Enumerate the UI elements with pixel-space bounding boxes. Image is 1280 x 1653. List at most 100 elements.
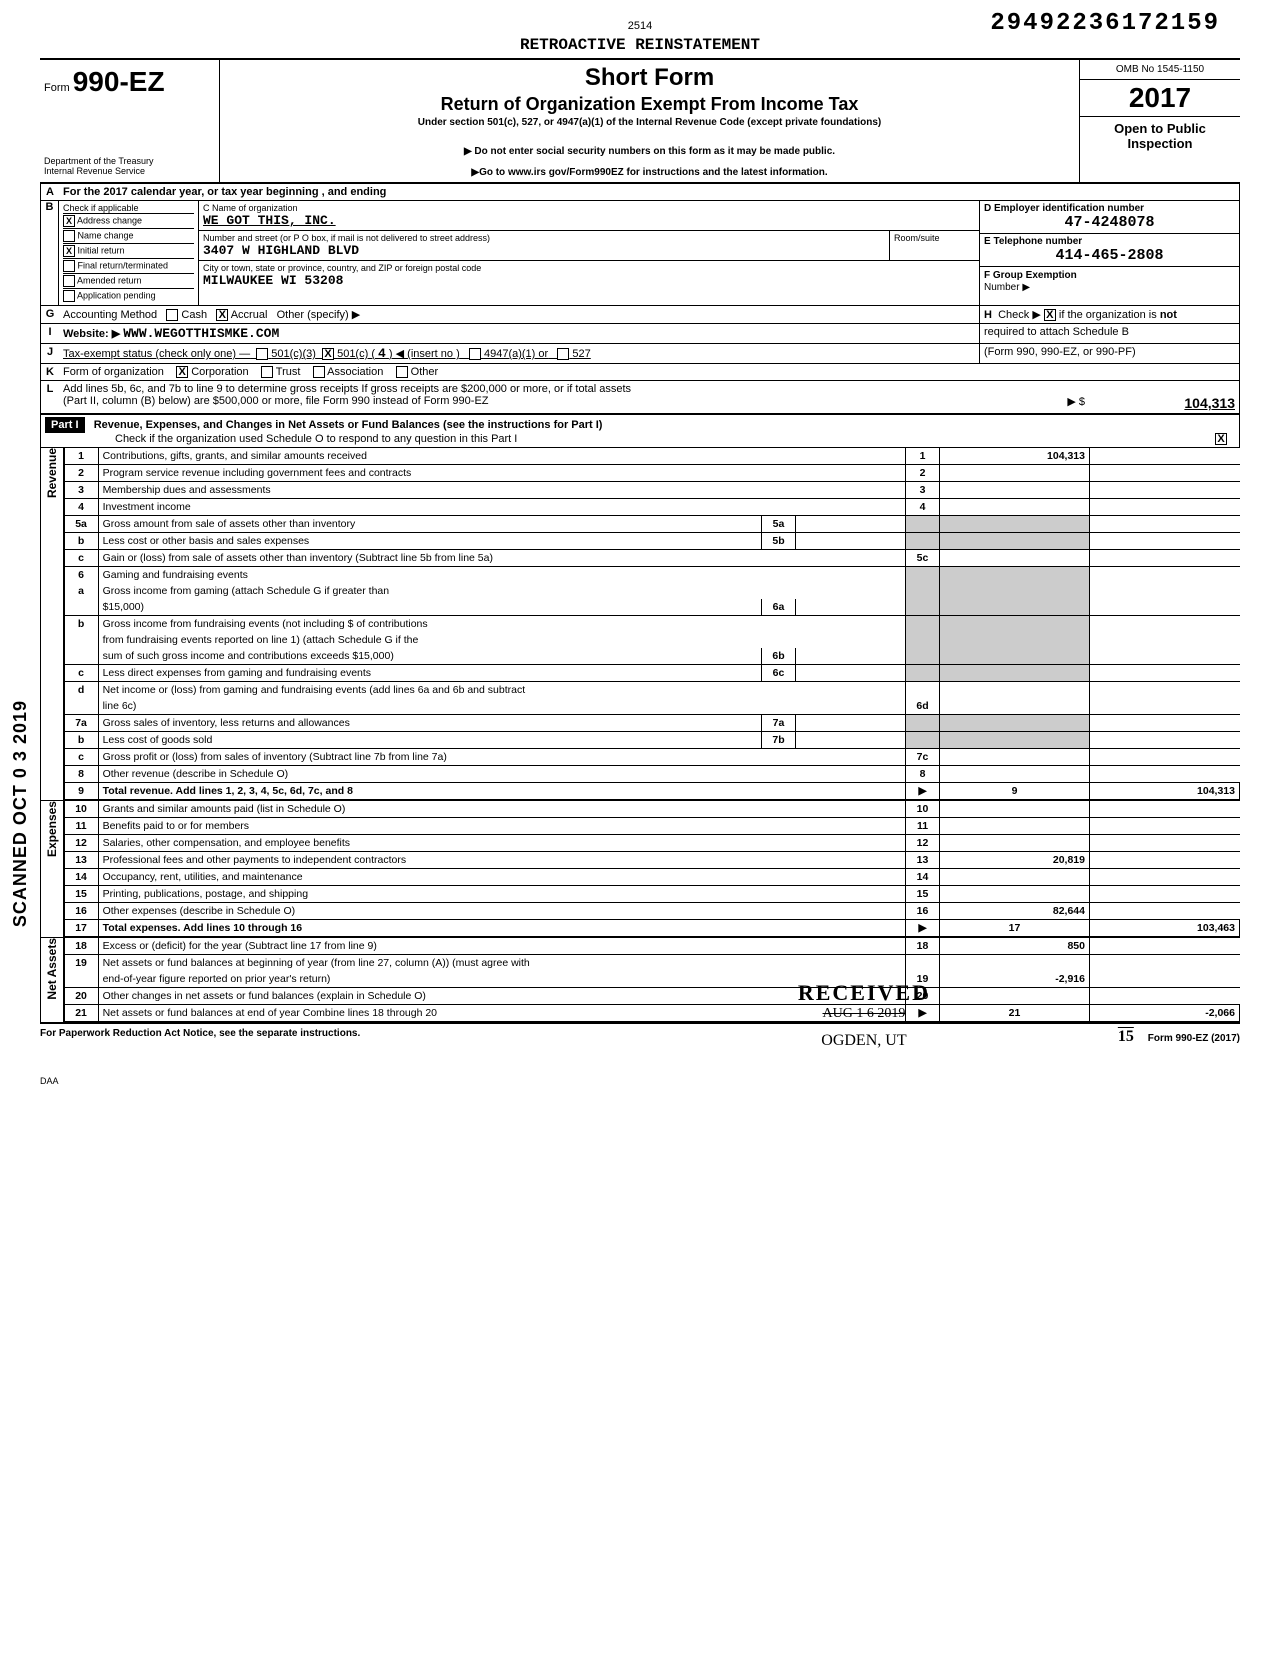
part1-title: Revenue, Expenses, and Changes in Net As… — [94, 419, 603, 431]
501c-checkbox[interactable]: X — [322, 348, 334, 360]
hand-page-num: 15 — [1118, 1028, 1134, 1045]
accrual-checkbox[interactable]: X — [216, 309, 228, 321]
accounting-method-label: Accounting Method — [63, 309, 157, 321]
row-l-arrow: ▶ $ — [1067, 395, 1085, 411]
group-exemption-number: Number ▶ — [984, 282, 1030, 293]
expenses-side-label: Expenses — [45, 801, 59, 857]
arrow-note-2: ▶Go to www.irs gov/Form990EZ for instruc… — [228, 167, 1071, 178]
line-row: from fundraising events reported on line… — [64, 632, 1239, 648]
cash-label: Cash — [181, 309, 207, 321]
4947-checkbox[interactable] — [469, 348, 481, 360]
open-public-2: Inspection — [1127, 136, 1192, 151]
accrual-label: Accrual — [231, 309, 268, 321]
row-a-text: For the 2017 calendar year, or tax year … — [59, 184, 1239, 200]
ein-label: D Employer identification number — [984, 203, 1235, 214]
tax-exempt-label: Tax-exempt status (check only one) — — [63, 348, 250, 360]
row-a: A For the 2017 calendar year, or tax yea… — [40, 184, 1240, 201]
trust-checkbox[interactable] — [261, 366, 273, 378]
line-row: 10Grants and similar amounts paid (list … — [64, 801, 1239, 818]
arrow-note-1: ▶ Do not enter social security numbers o… — [228, 146, 1071, 157]
row-c-label: C Name of organization — [203, 203, 975, 213]
dept-treasury: Department of the Treasury — [44, 156, 215, 166]
527-checkbox[interactable] — [557, 348, 569, 360]
line-row: 12Salaries, other compensation, and empl… — [64, 835, 1239, 852]
check-0[interactable]: X — [63, 215, 75, 227]
part1-header: Part I Revenue, Expenses, and Changes in… — [40, 415, 1240, 448]
row-l-text1: Add lines 5b, 6c, and 7b to line 9 to de… — [63, 383, 1235, 395]
501c3-checkbox[interactable] — [256, 348, 268, 360]
check-label-3: Final return/terminated — [78, 260, 169, 270]
h-text4: (Form 990, 990-EZ, or 990-PF) — [984, 346, 1136, 358]
assoc-checkbox[interactable] — [313, 366, 325, 378]
line-row: 13Professional fees and other payments t… — [64, 852, 1239, 869]
check-5[interactable] — [63, 290, 75, 302]
netassets-section: Net Assets 18Excess or (deficit) for the… — [40, 937, 1240, 1024]
received-date: AUG 1 6 2019 — [798, 1006, 930, 1022]
daa-label: DAA — [40, 1076, 1240, 1086]
group-exemption-label: F Group Exemption — [984, 270, 1077, 281]
501c3-label: 501(c)(3) — [271, 348, 316, 360]
city-value: MILWAUKEE WI 53208 — [203, 273, 975, 288]
footer: For Paperwork Reduction Act Notice, see … — [40, 1028, 1240, 1046]
check-2[interactable]: X — [63, 245, 75, 257]
line-row: 6Gaming and fundraising events — [64, 567, 1239, 584]
scanned-stamp: SCANNED OCT 0 3 2019 — [10, 700, 31, 927]
room-suite-label: Room/suite — [889, 231, 979, 260]
website-value: WWW.WEGOTTHISMKE.COM — [123, 326, 279, 341]
line-row: cGain or (loss) from sale of assets othe… — [64, 550, 1239, 567]
open-public-1: Open to Public — [1114, 121, 1206, 136]
527-label: 527 — [572, 348, 590, 360]
corp-label: Corporation — [191, 366, 248, 378]
line-row: 20Other changes in net assets or fund ba… — [64, 988, 1239, 1005]
street-label: Number and street (or P O box, if mail i… — [203, 233, 885, 243]
revenue-section: Revenue 1Contributions, gifts, grants, a… — [40, 448, 1240, 800]
gross-receipts: 104,313 — [1085, 395, 1235, 411]
check-4[interactable] — [63, 275, 75, 287]
website-label: Website: ▶ — [63, 328, 120, 340]
other-org-label: Other — [411, 366, 439, 378]
form-label: Form — [44, 82, 70, 94]
4947-label: 4947(a)(1) or — [484, 348, 548, 360]
part1-checkbox[interactable]: X — [1215, 433, 1227, 445]
line-row: 18Excess or (deficit) for the year (Subt… — [64, 938, 1239, 955]
other-org-checkbox[interactable] — [396, 366, 408, 378]
street-address: 3407 W HIGHLAND BLVD — [203, 243, 885, 258]
expenses-section: Expenses 10Grants and similar amounts pa… — [40, 800, 1240, 937]
corp-checkbox[interactable]: X — [176, 366, 188, 378]
line-row: end-of-year figure reported on prior yea… — [64, 971, 1239, 988]
irs-label: Internal Revenue Service — [44, 166, 215, 176]
check-3[interactable] — [63, 260, 75, 272]
line-row: cLess direct expenses from gaming and fu… — [64, 665, 1239, 682]
line-row: 17Total expenses. Add lines 10 through 1… — [64, 920, 1239, 937]
line-row: 15Printing, publications, postage, and s… — [64, 886, 1239, 903]
schedule-b-checkbox[interactable]: X — [1044, 309, 1056, 321]
form-org-label: Form of organization — [63, 366, 164, 378]
row-l-text2: (Part II, column (B) below) are $500,000… — [63, 395, 1067, 411]
check-label-0: Address change — [77, 215, 142, 225]
line-row: line 6c)6d — [64, 698, 1239, 715]
org-name: WE GOT THIS, INC. — [203, 213, 975, 228]
cash-checkbox[interactable] — [166, 309, 178, 321]
h-text1: if the organization is — [1059, 309, 1157, 321]
line-row: 14Occupancy, rent, utilities, and mainte… — [64, 869, 1239, 886]
form-header: Form 990-EZ Department of the Treasury I… — [40, 58, 1240, 184]
main-title: Return of Organization Exempt From Incom… — [228, 94, 1071, 115]
h-text3: required to attach Schedule B — [984, 326, 1129, 338]
check-1[interactable] — [63, 230, 75, 242]
line-row: 1Contributions, gifts, grants, and simil… — [64, 448, 1239, 465]
line-row: 5aGross amount from sale of assets other… — [64, 516, 1239, 533]
check-applicable-label: Check if applicable — [63, 203, 194, 213]
other-specify-label: Other (specify) ▶ — [277, 309, 361, 321]
line-row: $15,000)6a — [64, 599, 1239, 616]
check-label-4: Amended return — [77, 275, 142, 285]
line-row: aGross income from gaming (attach Schedu… — [64, 583, 1239, 599]
revenue-side-label: Revenue — [45, 448, 59, 498]
line-row: bLess cost of goods sold7b — [64, 732, 1239, 749]
short-form-title: Short Form — [228, 64, 1071, 92]
received-label: RECEIVED — [798, 980, 930, 1006]
received-stamp: RECEIVED AUG 1 6 2019 OGDEN, UT — [798, 980, 930, 1050]
line-row: 19Net assets or fund balances at beginni… — [64, 955, 1239, 972]
part1-check-text: Check if the organization used Schedule … — [115, 433, 1215, 445]
form-footer: Form 990-EZ (2017) — [1148, 1033, 1240, 1044]
h-not: not — [1160, 309, 1177, 321]
